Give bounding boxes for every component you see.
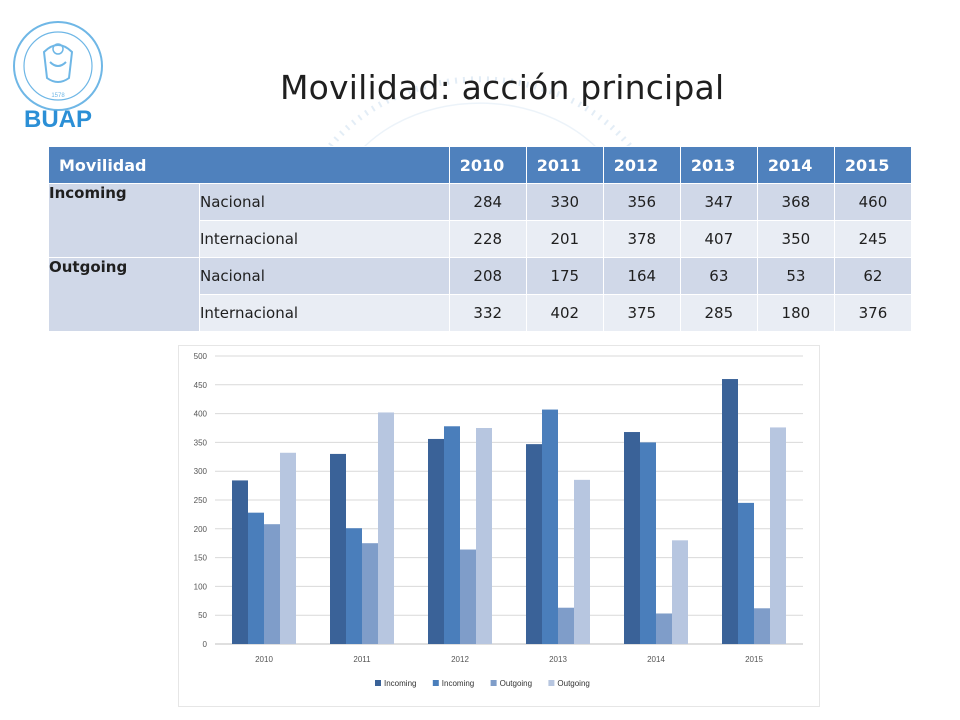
table-cell: 175: [525, 257, 604, 295]
watermark-seal: [300, 60, 660, 182]
y-tick-label: 100: [194, 582, 208, 591]
bar: [624, 432, 640, 644]
legend-swatch: [548, 680, 555, 686]
bar: [526, 444, 542, 644]
x-tick-label: 2014: [647, 655, 665, 664]
bar: [476, 428, 492, 644]
table-cell: 460: [833, 183, 913, 221]
table-cell: 347: [679, 183, 758, 221]
table-cell: 62: [833, 257, 913, 295]
legend-swatch: [490, 680, 497, 686]
y-tick-label: 150: [194, 554, 208, 563]
table-cell: 330: [525, 183, 604, 221]
bar: [460, 549, 476, 644]
row-label: Internacional: [199, 220, 450, 258]
group-label: Incoming: [48, 183, 200, 258]
bar: [378, 412, 394, 644]
table-row: Incoming Nacional 284 330 356 347 368 46…: [48, 183, 913, 258]
bar: [640, 442, 656, 644]
x-tick-label: 2013: [549, 655, 567, 664]
group-label: Outgoing: [48, 257, 200, 332]
col-header: Movilidad: [48, 146, 450, 184]
buap-wordmark: BUAP: [24, 106, 92, 133]
bar: [232, 480, 248, 644]
bar: [444, 426, 460, 644]
table-cell: 285: [679, 294, 758, 332]
bar-chart: 0 50 100 150 200 250 300 350 400 450 500 2010 2011 20…: [178, 345, 820, 707]
table-cell: 208: [448, 257, 527, 295]
legend-swatch: [375, 680, 381, 686]
bar: [770, 427, 786, 644]
y-tick-label: 300: [194, 467, 208, 476]
bar: [738, 502, 754, 644]
bar: [656, 613, 672, 644]
legend-label: Outgoing: [557, 679, 589, 688]
table-cell: 164: [602, 257, 681, 295]
bar: [672, 540, 688, 644]
table-cell: 375: [602, 294, 681, 332]
bar: [248, 512, 264, 644]
buap-logo: 1578 BUAP: [8, 14, 108, 134]
y-tick-label: 450: [194, 381, 208, 390]
table-row: Outgoing Nacional 208 175 164 63 53 62: [48, 257, 913, 332]
y-tick-label: 400: [194, 410, 208, 419]
row-label: Internacional: [199, 294, 450, 332]
table-cell: 228: [448, 220, 527, 258]
bar: [722, 379, 738, 644]
page-title: Movilidad: acción principal: [280, 68, 725, 107]
table-cell: 407: [679, 220, 758, 258]
table-cell: 378: [602, 220, 681, 258]
table-cell: 53: [756, 257, 835, 295]
table-cell: 245: [833, 220, 913, 258]
table-cell: 201: [525, 220, 604, 258]
table-cell: 332: [448, 294, 527, 332]
y-tick-label: 0: [203, 640, 208, 649]
bar: [280, 452, 296, 644]
legend-swatch: [432, 680, 439, 686]
y-tick-label: 50: [198, 611, 207, 620]
y-tick-label: 350: [194, 438, 208, 447]
legend-label: Incoming: [442, 679, 474, 688]
legend-label: Outgoing: [500, 679, 532, 688]
bar: [362, 543, 378, 644]
row-label: Nacional: [199, 257, 450, 295]
bar: [264, 524, 280, 644]
table-cell: 402: [525, 294, 604, 332]
x-tick-label: 2010: [255, 655, 273, 664]
y-tick-label: 500: [194, 352, 208, 361]
x-tick-label: 2015: [745, 655, 763, 664]
table-header-row: Movilidad 2010 2011 2012 2013 2014 2015: [48, 146, 913, 184]
table-row: Internacional 332 402 375 285 180 376: [49, 294, 913, 332]
table-cell: 63: [679, 257, 758, 295]
table-cell: 350: [756, 220, 835, 258]
table-row: Internacional 228 201 378 407 350 245: [49, 220, 913, 258]
col-header: 2012: [602, 146, 681, 184]
legend-label: Incoming: [384, 679, 416, 688]
table-cell: 376: [833, 294, 913, 332]
bar: [574, 479, 590, 644]
col-header: 2010: [448, 146, 527, 184]
col-header: 2014: [756, 146, 835, 184]
table-cell: 284: [448, 183, 527, 221]
bar: [542, 409, 558, 644]
svg-text:1578: 1578: [51, 93, 65, 99]
row-label: Nacional: [199, 183, 450, 221]
table-cell: 356: [602, 183, 681, 221]
y-tick-label: 200: [194, 525, 208, 534]
x-tick-label: 2011: [353, 655, 371, 664]
x-tick-label: 2012: [451, 655, 469, 664]
col-header: 2013: [679, 146, 758, 184]
bar: [754, 608, 770, 644]
bar-chart-svg: 0 50 100 150 200 250 300 350 400 450 500 2010 2011 20…: [194, 352, 803, 688]
mobility-table: Movilidad 2010 2011 2012 2013 2014 2015 …: [48, 146, 913, 332]
y-tick-label: 250: [194, 496, 208, 505]
table-cell: 180: [756, 294, 835, 332]
bar: [558, 607, 574, 644]
col-header: 2015: [833, 146, 913, 184]
bar: [346, 528, 362, 644]
table-cell: 368: [756, 183, 835, 221]
bar: [330, 453, 346, 644]
col-header: 2011: [525, 146, 604, 184]
bar: [428, 438, 444, 644]
